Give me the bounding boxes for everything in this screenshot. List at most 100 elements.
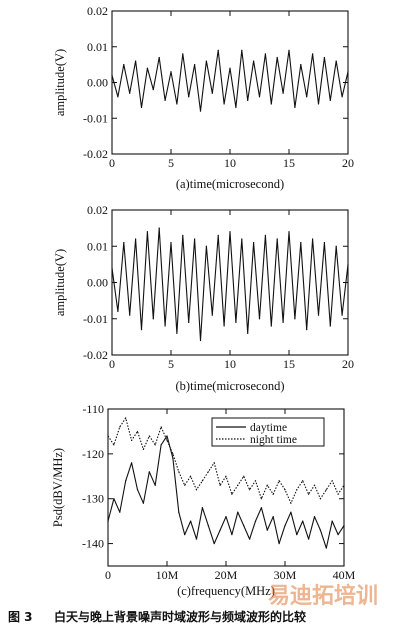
data-point [125,417,127,419]
data-point [317,103,320,105]
x-tick-label: 20M [215,568,238,582]
x-tick-label: 10 [224,357,236,371]
data-point [276,56,278,59]
data-point [302,480,304,482]
x-tick-label: 10M [156,568,179,582]
data-point [131,462,133,464]
data-point [272,516,274,518]
data-point [170,71,172,73]
data-point [205,60,207,62]
data-point [308,538,310,540]
data-point [146,67,148,69]
x-tick-label: 5 [168,156,174,170]
y-tick-label: -0.02 [83,147,108,161]
data-point [142,448,144,450]
data-point [258,96,261,98]
data-point [331,480,333,482]
data-point [135,60,137,62]
y-tick-label: -140 [82,537,104,551]
data-point [241,238,243,240]
data-point [231,534,233,536]
y-axis-title: amplitude(V) [53,249,67,316]
data-point [300,64,302,66]
data-point [194,238,196,240]
data-point [294,318,296,320]
data-point [148,435,150,437]
data-point [308,493,310,495]
data-point [341,96,343,98]
data-point [160,426,162,428]
y-axis-title: Psd(dBV/MHz) [51,448,65,527]
data-point [253,242,255,244]
data-point [195,538,198,540]
x-tick-label: 30M [274,568,297,582]
x-axis-title: (b)time(microsecond) [176,379,285,393]
caption-label: 图 3 [8,610,33,624]
data-point [207,525,209,527]
y-tick-label: 0.00 [87,276,108,290]
data-point [241,49,243,51]
data-point [317,314,320,316]
data-point [213,462,215,464]
data-point [178,471,180,473]
data-point [296,489,298,491]
data-point [199,110,202,112]
data-point [288,49,290,51]
data-point [225,516,227,518]
data-point [178,511,180,513]
data-point [278,542,280,545]
data-point [323,56,325,59]
y-tick-label: 0.01 [87,40,108,54]
data-point [164,325,166,327]
data-point [188,321,190,323]
data-point [182,53,184,55]
data-point [190,520,192,522]
y-tick-label: -110 [82,402,104,416]
data-point [312,53,314,55]
data-point [166,439,168,441]
data-point [195,489,198,491]
data-point [235,321,237,323]
data-point [312,238,314,240]
x-tick-label: 10 [224,156,236,170]
data-point [188,96,190,98]
data-point [329,99,331,101]
data-point [329,325,331,327]
data-point [217,234,219,236]
x-tick-label: 20 [342,357,354,371]
data-point [219,529,221,531]
legend-box [211,417,325,447]
data-point [107,520,109,522]
legend-label: daytime [250,422,287,434]
data-point [211,92,213,94]
chart-panel-c: 0 10M 20M 30M 40M -140 -130 -120 -110 (c)frequenc… [51,402,356,598]
data-point [278,480,280,482]
data-point [306,96,308,98]
data-point [166,435,168,437]
data-point [223,325,225,327]
data-point [282,92,284,94]
data-point [154,484,156,486]
data-point [264,53,266,55]
data-point [140,106,143,109]
x-tick-label: 0 [109,156,115,170]
y-tick-label: -0.01 [83,111,108,125]
x-tick-label: 0 [109,357,115,371]
y-tick-label: 0.02 [87,4,108,18]
data-point [205,245,207,247]
data-point [247,332,249,334]
data-point [111,74,113,76]
x-axis-title: (a)time(microsecond) [176,177,284,191]
data-point [113,498,115,500]
data-point [335,60,337,62]
data-point [254,480,257,482]
data-point [266,484,268,486]
data-point [201,480,203,482]
data-point [140,329,143,331]
x-tick-label: 15 [283,357,295,371]
data-point [237,511,239,513]
data-point [217,49,219,51]
data-point [294,106,296,109]
y-tick-label: -0.02 [83,348,108,362]
data-point [270,103,272,105]
